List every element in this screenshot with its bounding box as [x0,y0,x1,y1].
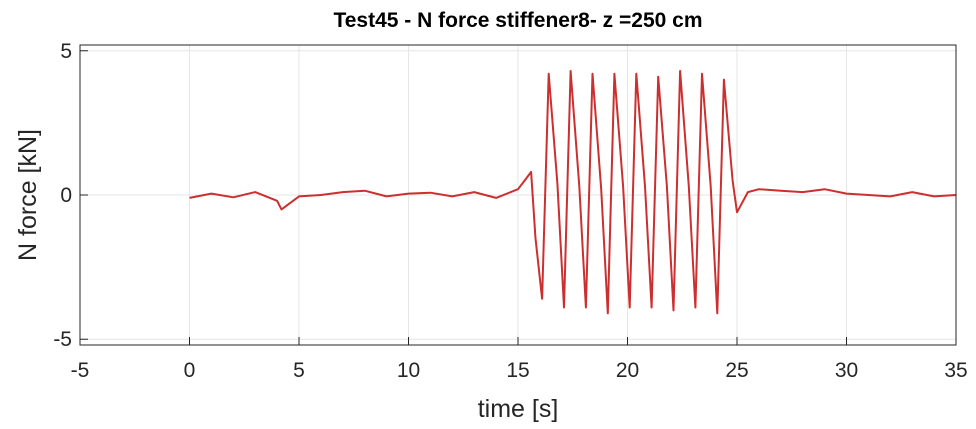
y-tick-label: 5 [60,40,72,63]
series-line [189,70,957,315]
y-tick-label: -5 [53,328,72,351]
axis-ticks: -5 0 5 10 15 20 25 30 35 -5 0 5 [53,40,967,382]
x-tick-label: 30 [835,359,858,382]
x-axis-label: time [s] [478,395,559,423]
x-tick-label: -5 [71,359,90,382]
x-tick-label: 0 [184,359,196,382]
chart-title: Test45 - N force stiffener8- z =250 cm [333,9,702,32]
x-tick-label: 10 [397,359,420,382]
y-axis-label: N force [kN] [14,129,42,261]
x-tick-label: 15 [506,359,529,382]
x-tick-label: 20 [616,359,639,382]
x-tick-label: 5 [293,359,305,382]
x-tick-label: 35 [944,359,967,382]
y-tick-label: 0 [60,184,72,207]
x-tick-label: 25 [725,359,748,382]
